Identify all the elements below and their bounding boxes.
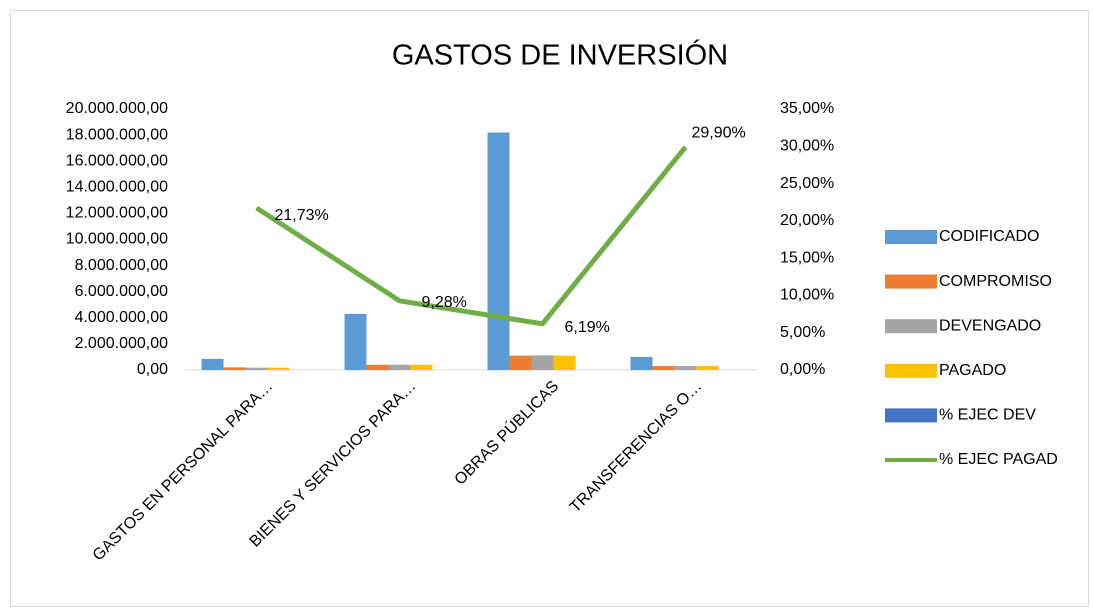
- y2-tick-label: 25,00%: [780, 175, 834, 192]
- data-label: 6,19%: [565, 319, 610, 336]
- legend-label: % EJEC DEV: [939, 407, 1036, 424]
- chart-frame: [10, 10, 1089, 607]
- y-tick-label: 12.000.000,00: [66, 205, 168, 222]
- bar: [509, 355, 532, 370]
- y-tick-label: 14.000.000,00: [66, 179, 168, 196]
- line: [255, 145, 688, 327]
- y2-tick-label: 15,00%: [780, 249, 834, 266]
- bar: [674, 366, 697, 370]
- y-tick-label: 16.000.000,00: [66, 152, 168, 169]
- legend-label: CODIFICADO: [939, 228, 1039, 245]
- bar: [267, 367, 290, 370]
- data-label: 9,28%: [422, 294, 467, 311]
- bar: [630, 356, 653, 370]
- legend-label: DEVENGADO: [939, 317, 1041, 334]
- chart-title: GASTOS DE INVERSIÓN: [392, 39, 728, 72]
- y2-tick-label: 35,00%: [780, 100, 834, 117]
- bar: [223, 367, 246, 370]
- data-label: 21,73%: [275, 207, 329, 224]
- legend-swatch: [885, 408, 937, 423]
- bar: [553, 355, 576, 370]
- bar: [366, 364, 389, 370]
- y2-tick-label: 5,00%: [780, 324, 825, 341]
- legend-swatch: [885, 274, 937, 289]
- y-tick-label: 20.000.000,00: [66, 100, 168, 117]
- legend-label: COMPROMISO: [939, 273, 1052, 290]
- bar: [201, 358, 224, 370]
- bar: [696, 366, 719, 370]
- bar: [531, 355, 554, 370]
- legend-swatch: [885, 319, 937, 334]
- bar: [245, 367, 268, 370]
- y2-tick-label: 20,00%: [780, 212, 834, 229]
- bar: [487, 132, 510, 370]
- y-tick-label: 6.000.000,00: [75, 283, 169, 300]
- y-tick-label: 4.000.000,00: [75, 309, 169, 326]
- y2-tick-label: 0,00%: [780, 361, 825, 378]
- legend-label: % EJEC PAGAD: [939, 451, 1058, 468]
- legend-swatch: [885, 230, 937, 244]
- legend-swatch: [885, 363, 937, 378]
- bar: [652, 366, 675, 370]
- y-tick-label: 2.000.000,00: [75, 335, 169, 352]
- y-tick-label: 18.000.000,00: [66, 126, 168, 143]
- data-label: 29,90%: [692, 124, 746, 141]
- y-tick-label: 0,00: [137, 361, 168, 378]
- y2-tick-label: 10,00%: [780, 287, 834, 304]
- legend-label: PAGADO: [939, 362, 1006, 379]
- y2-tick-label: 30,00%: [780, 138, 834, 155]
- bar: [410, 364, 433, 370]
- bar: [388, 364, 411, 370]
- y-tick-label: 10.000.000,00: [66, 231, 168, 248]
- bar: [344, 313, 367, 370]
- y-tick-label: 8.000.000,00: [75, 257, 169, 274]
